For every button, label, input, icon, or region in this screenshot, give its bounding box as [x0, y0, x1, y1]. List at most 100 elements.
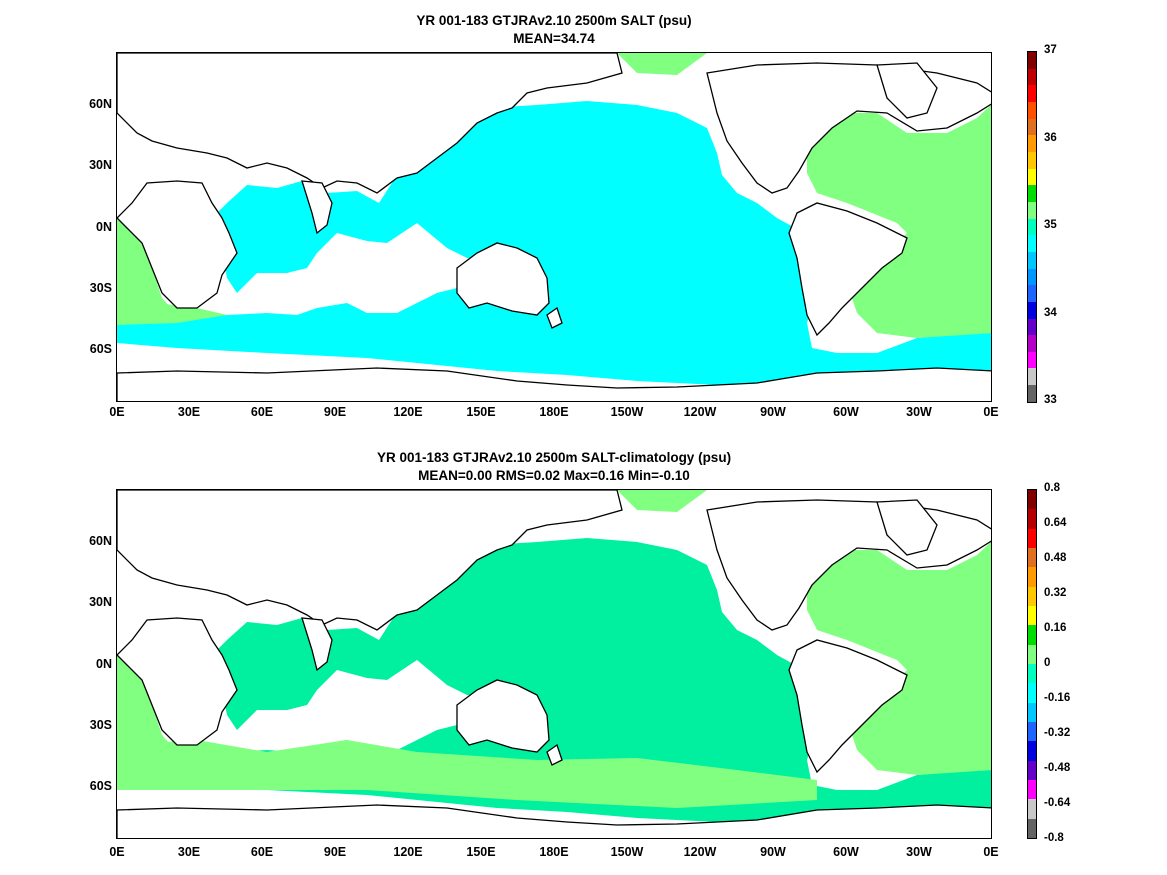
colorbar-label: 33 [1044, 394, 1057, 406]
colorbar-segment [1028, 118, 1036, 136]
colorbar-segment [1028, 101, 1036, 119]
y-tick-30s: 30S [89, 718, 112, 732]
colorbar-segment [1028, 721, 1036, 742]
indo-pacific-ocean [117, 101, 991, 385]
anomaly-map [117, 490, 991, 838]
colorbar-segment [1028, 218, 1036, 236]
new-zealand [546, 743, 563, 766]
atlantic-ocean [117, 218, 177, 318]
y-tick-60n: 60N [89, 534, 112, 548]
x-tick: 120E [393, 405, 423, 419]
x-tick: 90W [760, 405, 786, 419]
salt-panel: YR 001-183 GTJRAv2.10 2500m SALT (psu) M… [0, 0, 1167, 437]
colorbar-segment [1028, 644, 1036, 664]
continents [117, 53, 991, 401]
greenland [876, 499, 938, 556]
south-america [788, 202, 908, 337]
colorbar [1027, 489, 1037, 839]
colorbar-label: -0.16 [1044, 692, 1071, 704]
panel-title-line1: YR 001-183 GTJRAv2.10 2500m SALT (psu) [416, 13, 692, 28]
x-tick: 150E [466, 845, 496, 859]
colorbar-segment [1028, 528, 1036, 548]
eurasia [117, 53, 623, 194]
colorbar-label: 0.48 [1044, 552, 1067, 564]
africa [117, 180, 238, 309]
x-tick: 30W [906, 845, 932, 859]
australia [456, 679, 550, 753]
x-tick: 0E [109, 845, 125, 859]
colorbar-segment [1028, 760, 1036, 780]
colorbar-segment [1028, 702, 1036, 722]
colorbar-label: 0.32 [1044, 587, 1067, 599]
continents [117, 490, 991, 838]
x-tick: 180E [539, 405, 569, 419]
colorbar-label: 37 [1044, 44, 1057, 56]
colorbar-segment [1028, 185, 1036, 202]
x-tick: 60E [250, 405, 274, 419]
x-tick: 90E [323, 845, 347, 859]
colorbar-segment [1028, 68, 1036, 86]
x-tick: 150W [610, 405, 644, 419]
panel-title-line2: MEAN=0.00 RMS=0.02 Max=0.16 Min=-0.10 [418, 468, 690, 483]
x-tick: 60W [833, 405, 859, 419]
y-tick-0n: 0N [96, 657, 112, 671]
y-tick-60s: 60S [89, 342, 112, 356]
colorbar-segment [1028, 799, 1036, 819]
arctic-patch [617, 490, 707, 512]
y-tick-30n: 30N [89, 158, 112, 172]
y-tick-60s: 60S [89, 779, 112, 793]
colorbar-segment [1028, 201, 1036, 219]
colorbar-segment [1028, 52, 1036, 69]
new-zealand [546, 306, 563, 329]
colorbar-label: -0.64 [1044, 797, 1071, 809]
colorbar-segment [1028, 135, 1036, 152]
y-tick-0n: 0N [96, 220, 112, 234]
map-frame [116, 489, 992, 839]
india [301, 617, 333, 672]
colorbar-segment [1028, 268, 1036, 286]
greenland [876, 62, 938, 119]
x-tick: 120W [683, 845, 717, 859]
colorbar-segment [1028, 335, 1036, 352]
colorbar-label: 0 [1044, 657, 1051, 669]
colorbar-segment [1028, 605, 1036, 626]
map-frame [116, 52, 992, 402]
x-tick: 150W [610, 845, 644, 859]
colorbar-segment [1028, 385, 1036, 402]
africa [117, 617, 238, 746]
y-tick-30n: 30N [89, 595, 112, 609]
colorbar-segment [1028, 85, 1036, 102]
atlantic-ocean [117, 655, 177, 755]
colorbar-label: 35 [1044, 219, 1057, 231]
colorbar-label: 0.64 [1044, 517, 1067, 529]
antarctica [117, 804, 991, 838]
panel-title-line2: MEAN=34.74 [513, 31, 595, 46]
ocean-field [117, 101, 991, 385]
x-tick: 30W [906, 405, 932, 419]
colorbar-label: 0.16 [1044, 622, 1067, 634]
colorbar-segment [1028, 779, 1036, 800]
colorbar-segment [1028, 567, 1036, 587]
colorbar-label: 0.8 [1044, 482, 1060, 494]
colorbar-segment [1028, 490, 1036, 510]
colorbar-segment [1028, 625, 1036, 645]
x-tick: 0E [983, 405, 999, 419]
salt-anomaly-panel: YR 001-183 GTJRAv2.10 2500m SALT-climato… [0, 437, 1167, 874]
x-tick: 120W [683, 405, 717, 419]
colorbar-segment [1028, 509, 1036, 529]
x-tick: 90E [323, 405, 347, 419]
x-tick: 0E [983, 845, 999, 859]
colorbar-segment [1028, 683, 1036, 703]
india [301, 180, 333, 235]
colorbar-segment [1028, 586, 1036, 606]
colorbar-segment [1028, 663, 1036, 684]
colorbar-label: -0.32 [1044, 727, 1071, 739]
colorbar-segment [1028, 318, 1036, 336]
colorbar-segment [1028, 151, 1036, 169]
x-tick: 150E [466, 405, 496, 419]
y-tick-30s: 30S [89, 281, 112, 295]
colorbar-segment [1028, 368, 1036, 386]
x-tick: 90W [760, 845, 786, 859]
x-tick: 30E [177, 845, 201, 859]
x-tick: 0E [109, 405, 125, 419]
